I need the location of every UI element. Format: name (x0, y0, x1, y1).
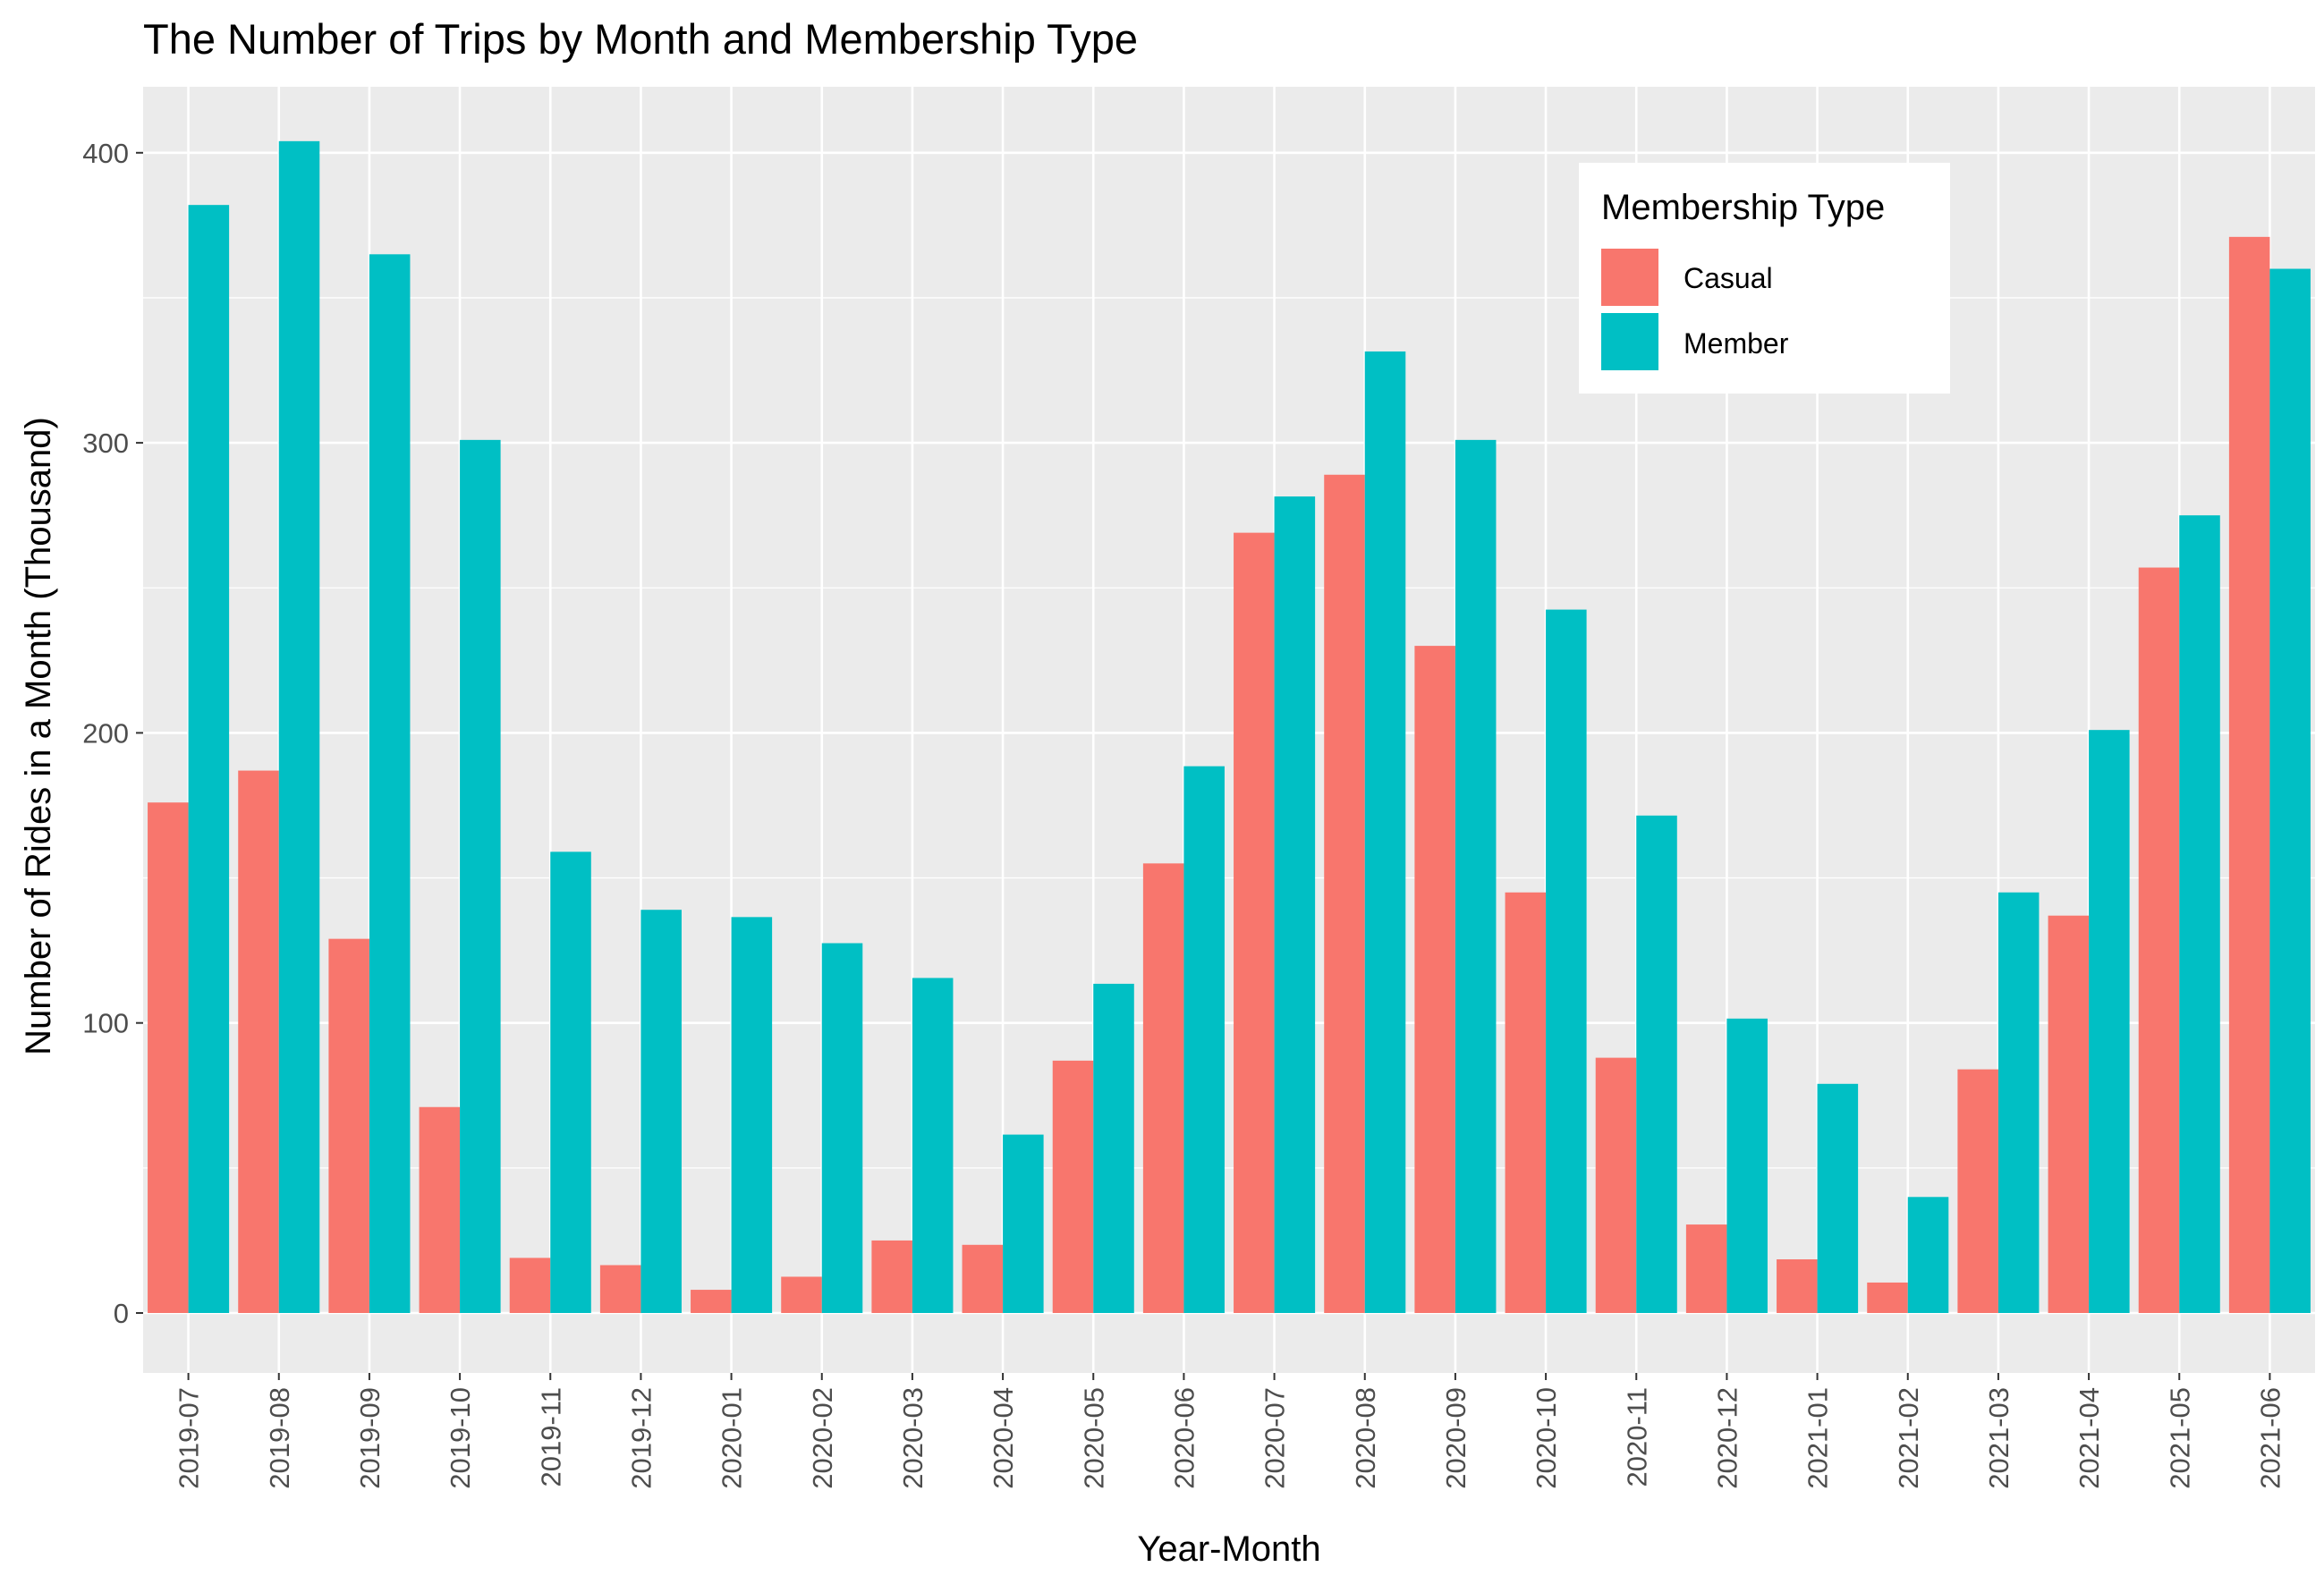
bar-member-2020-01 (731, 917, 773, 1313)
x-tick-label: 2020-01 (717, 1387, 748, 1489)
bar-member-2020-12 (1726, 1018, 1768, 1313)
bar-casual-2020-06 (1142, 863, 1184, 1313)
bar-member-2020-02 (821, 943, 863, 1313)
bar-casual-2020-04 (962, 1244, 1004, 1313)
x-tick-label: 2020-05 (1078, 1387, 1109, 1489)
bar-member-2021-03 (1997, 892, 2040, 1313)
x-tick-label: 2020-11 (1621, 1387, 1652, 1487)
y-tick-label: 400 (82, 138, 129, 169)
bar-member-2021-01 (1817, 1083, 1859, 1313)
y-axis: 0 100 200 300 400 (82, 138, 143, 1329)
bar-casual-2019-11 (509, 1258, 551, 1313)
x-tick-label: 2021-03 (1983, 1387, 2014, 1489)
x-tick-label: 2020-04 (988, 1387, 1019, 1489)
x-tick-label: 2019-09 (354, 1387, 386, 1489)
x-tick-label: 2019-08 (264, 1387, 295, 1489)
bar-member-2019-09 (369, 254, 411, 1313)
y-tick-label: 200 (82, 717, 129, 749)
bar-member-2021-04 (2089, 730, 2130, 1313)
bar-casual-2020-10 (1505, 892, 1547, 1313)
bar-member-2020-03 (912, 978, 954, 1313)
y-axis-title: Number of Rides in a Month (Thousand) (19, 417, 58, 1055)
bar-member-2020-11 (1636, 815, 1677, 1313)
bars (148, 140, 2311, 1314)
x-tick-label: 2020-03 (897, 1387, 929, 1489)
bar-member-2019-12 (640, 910, 682, 1313)
bar-member-2019-10 (460, 439, 501, 1313)
x-tick-label: 2020-10 (1531, 1387, 1562, 1489)
bar-casual-2020-01 (691, 1290, 732, 1313)
bar-casual-2020-11 (1595, 1057, 1637, 1313)
x-tick-label: 2021-05 (2164, 1387, 2195, 1489)
bar-member-2020-10 (1546, 609, 1587, 1313)
x-tick-label: 2019-07 (174, 1387, 205, 1489)
bar-member-2020-07 (1274, 496, 1316, 1313)
plot-panel (143, 87, 2315, 1373)
bar-member-2021-06 (2269, 268, 2311, 1313)
x-tick-label: 2021-04 (2074, 1387, 2105, 1489)
bar-casual-2020-02 (781, 1276, 822, 1313)
x-tick-label: 2021-01 (1802, 1387, 1834, 1489)
bar-casual-2019-08 (238, 770, 279, 1313)
legend-label-member: Member (1684, 327, 1789, 360)
bar-member-2020-09 (1455, 439, 1497, 1313)
x-tick-label: 2020-12 (1711, 1387, 1743, 1489)
bar-member-2021-05 (2179, 515, 2220, 1313)
bar-casual-2020-08 (1324, 474, 1365, 1313)
bar-member-2020-08 (1364, 351, 1406, 1314)
bar-casual-2021-06 (2228, 236, 2270, 1314)
x-tick-label: 2020-07 (1260, 1387, 1291, 1489)
bar-member-2020-05 (1093, 983, 1134, 1313)
legend-label-casual: Casual (1684, 262, 1773, 294)
x-tick-label: 2020-02 (807, 1387, 838, 1489)
bar-casual-2020-09 (1414, 646, 1455, 1313)
bar-casual-2021-02 (1867, 1282, 1908, 1313)
bar-casual-2020-07 (1234, 532, 1275, 1313)
x-axis: 2019-07 2019-08 2019-09 2019-10 2019-11 2019-… (174, 1373, 2286, 1489)
x-tick-label: 2021-06 (2254, 1387, 2286, 1489)
x-tick-label: 2021-02 (1893, 1387, 1924, 1489)
bar-member-2019-08 (278, 140, 320, 1314)
bar-casual-2019-10 (419, 1106, 461, 1313)
bar-member-2019-11 (550, 851, 591, 1313)
x-axis-title: Year-Month (1137, 1529, 1320, 1569)
bar-casual-2020-03 (871, 1240, 912, 1313)
y-tick-label: 100 (82, 1008, 129, 1039)
legend-title: Membership Type (1601, 188, 1885, 227)
bar-member-2020-04 (1003, 1134, 1044, 1313)
x-tick-label: 2020-08 (1350, 1387, 1381, 1489)
y-tick-label: 0 (114, 1298, 129, 1329)
bar-casual-2021-05 (2138, 567, 2180, 1313)
bar-casual-2021-01 (1777, 1259, 1818, 1313)
bar-casual-2019-12 (599, 1265, 641, 1313)
x-tick-label: 2019-12 (625, 1387, 657, 1489)
bar-member-2020-06 (1183, 766, 1225, 1313)
bar-casual-2020-05 (1052, 1060, 1094, 1313)
bar-casual-2020-12 (1685, 1224, 1727, 1313)
x-tick-label: 2020-06 (1168, 1387, 1200, 1489)
x-tick-label: 2019-10 (445, 1387, 476, 1489)
bar-member-2019-07 (188, 205, 230, 1313)
legend-key-member (1601, 313, 1658, 370)
bar-casual-2021-03 (1957, 1069, 1998, 1313)
y-tick-label: 300 (82, 428, 129, 459)
legend: Membership Type Casual Member (1579, 163, 1950, 394)
bar-member-2021-02 (1907, 1197, 1949, 1313)
bar-casual-2021-04 (2048, 915, 2090, 1313)
x-tick-label: 2020-09 (1440, 1387, 1472, 1489)
bar-casual-2019-09 (328, 938, 369, 1313)
x-tick-label: 2019-11 (535, 1387, 566, 1487)
chart-title: The Number of Trips by Month and Members… (143, 15, 1138, 63)
bar-casual-2019-07 (148, 802, 189, 1313)
legend-key-casual (1601, 249, 1658, 306)
